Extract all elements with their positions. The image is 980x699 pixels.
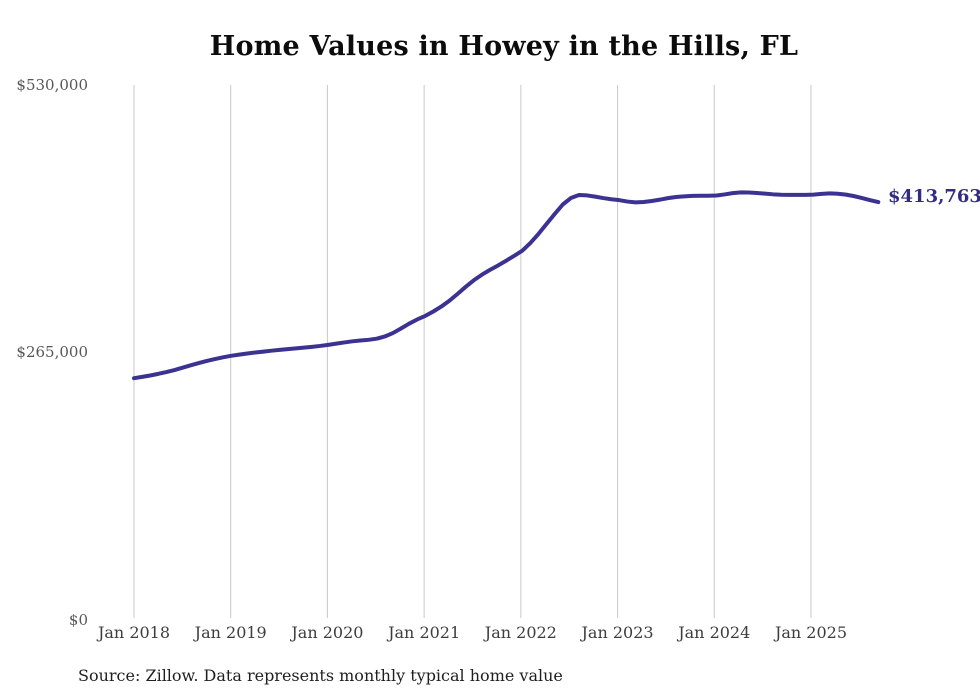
y-axis-tick-530000: $530,000 — [16, 76, 88, 94]
y-axis-tick-265000: $265,000 — [16, 343, 88, 361]
home-value-line-series — [132, 190, 881, 381]
x-tick-label-jan-2022: Jan 2022 — [484, 623, 557, 642]
x-tick-label-jan-2023: Jan 2023 — [581, 623, 654, 642]
x-tick-label-jan-2020: Jan 2020 — [291, 623, 364, 642]
chart-title: Home Values in Howey in the Hills, FL — [209, 31, 799, 62]
latest-value-label: $413,763 — [888, 186, 980, 207]
x-tick-label-jan-2025: Jan 2025 — [774, 623, 847, 642]
source-attribution: Source: Zillow. Data represents monthly … — [78, 666, 563, 685]
x-tick-label-jan-2019: Jan 2019 — [194, 623, 267, 642]
x-tick-label-jan-2021: Jan 2021 — [388, 623, 461, 642]
vertical-gridlines — [133, 85, 812, 618]
x-tick-label-jan-2024: Jan 2024 — [678, 623, 751, 642]
x-tick-label-jan-2018: Jan 2018 — [97, 623, 171, 642]
y-axis-tick-0: $0 — [68, 611, 88, 629]
